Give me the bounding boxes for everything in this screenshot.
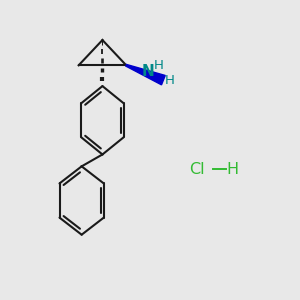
Text: N: N [142,64,154,79]
Text: H: H [227,162,239,177]
Text: H: H [164,74,174,87]
Polygon shape [126,64,165,85]
Text: Cl: Cl [189,162,204,177]
Text: H: H [154,59,164,72]
